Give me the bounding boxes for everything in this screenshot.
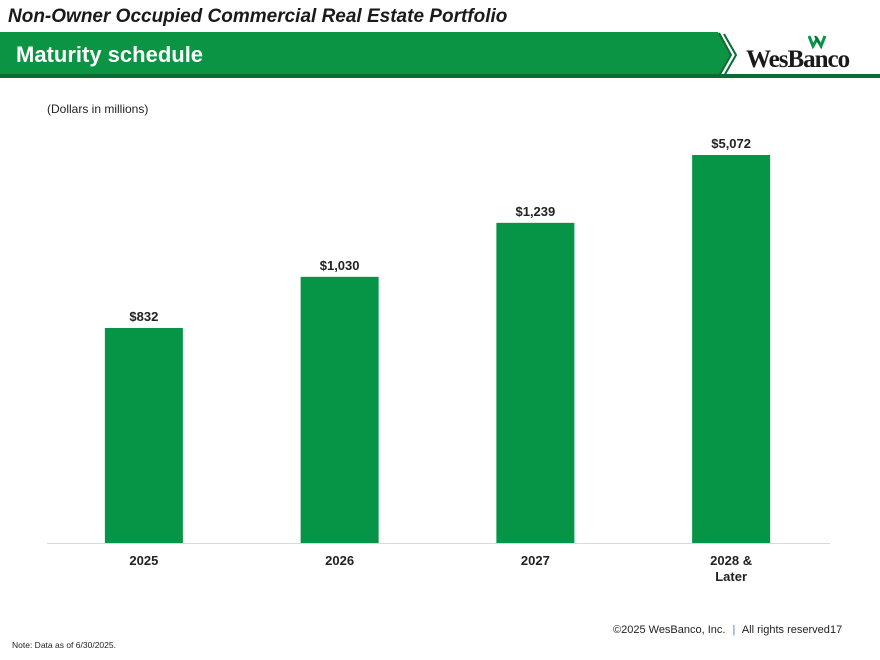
- title-banner: Maturity schedule: [0, 32, 880, 78]
- bar-chart: $832 $1,030 $1,239 $5,072 2025 2026 2027 2028 …: [47, 136, 830, 584]
- banner-background: [0, 32, 880, 78]
- logo-mark-icon: [808, 35, 827, 50]
- section-title: Maturity schedule: [16, 42, 204, 67]
- category-label-1: 2026: [325, 553, 354, 568]
- category-label-3-line-1: Later: [715, 569, 747, 584]
- footer-copyright: ©2025 WesBanco, Inc. | All rights reserv…: [613, 624, 830, 636]
- category-label-2: 2027: [521, 553, 550, 568]
- category-label-0: 2025: [129, 553, 158, 568]
- value-label-2: $1,239: [515, 204, 555, 219]
- chart-subtitle: (Dollars in millions): [47, 102, 149, 116]
- page-number: 17: [830, 624, 843, 636]
- footer-separator: |: [732, 624, 736, 636]
- rights-text: All rights reserved: [741, 624, 830, 636]
- page-title: Non-Owner Occupied Commercial Real Estat…: [8, 6, 508, 27]
- bar-3: [692, 155, 771, 543]
- wesbanco-logo: WesBanco: [738, 34, 856, 74]
- copyright-text: ©2025 WesBanco, Inc.: [613, 624, 726, 636]
- logo-wordmark: WesBanco: [746, 46, 850, 73]
- data-note: Note: Data as of 6/30/2025.: [12, 640, 116, 650]
- bar-1: [300, 276, 379, 543]
- value-label-1: $1,030: [320, 258, 360, 273]
- value-label-3: $5,072: [711, 136, 751, 151]
- bar-2: [496, 222, 575, 543]
- bar-0: [104, 328, 183, 543]
- value-label-0: $832: [129, 309, 158, 324]
- category-label-3-line-0: 2028 &: [710, 553, 752, 568]
